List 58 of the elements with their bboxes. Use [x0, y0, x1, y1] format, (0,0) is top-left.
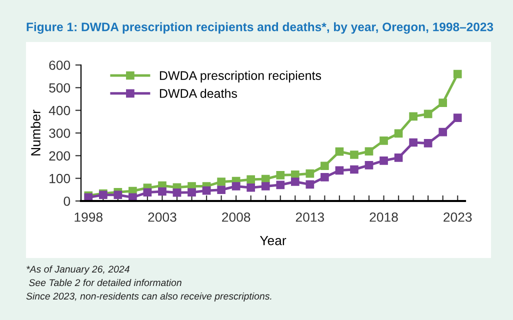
point: [143, 188, 152, 197]
x-tick-label: 2018: [370, 212, 398, 222]
point: [335, 147, 344, 156]
x-axis-title: Year: [260, 236, 286, 246]
point: [380, 136, 388, 145]
point: [276, 180, 285, 190]
point: [306, 169, 314, 178]
point: [364, 161, 374, 170]
point: [424, 110, 432, 118]
point: [232, 182, 240, 190]
y-tick-label: 200: [49, 151, 70, 161]
y-tick-label: 400: [48, 106, 70, 116]
x-tick-label: 2008: [222, 212, 250, 222]
legend-label: DWDA deaths: [160, 88, 238, 98]
legend-label: DWDA prescription recipients: [160, 70, 322, 82]
text: See Table 2 for detailed information: [28, 278, 182, 286]
point: [320, 173, 329, 182]
point: [202, 186, 211, 195]
y-axis-title: Number: [30, 110, 40, 156]
x-tick-label: 2023: [444, 212, 472, 222]
point: [394, 154, 403, 162]
point: [188, 188, 196, 197]
point: [409, 138, 418, 147]
point: [335, 166, 344, 175]
point: [380, 156, 388, 165]
x-tick-label: 1998: [74, 212, 102, 222]
point: [276, 170, 285, 180]
point: [438, 98, 448, 108]
point: [424, 139, 432, 148]
point: [306, 180, 314, 189]
point: [453, 114, 462, 122]
point: [453, 70, 462, 78]
point: [114, 190, 122, 200]
y-tick-label: 300: [49, 128, 70, 138]
point: [394, 129, 403, 138]
point: [246, 175, 256, 184]
x-tick-label: 2013: [296, 212, 324, 222]
point: [409, 112, 418, 121]
y-tick-label: 600: [49, 60, 70, 70]
point: [320, 162, 329, 170]
point: [172, 188, 182, 197]
point: [350, 150, 358, 159]
point: [364, 147, 374, 156]
chart-title: Figure 1: DWDA prescription recipients and deaths*, by year, Oregon, 1998–2023: [26, 22, 494, 34]
text: *As of January 26, 2024: [26, 265, 130, 275]
point: [217, 178, 226, 186]
point: [246, 183, 256, 192]
point: [290, 178, 300, 186]
y-tick-label: 0: [64, 196, 70, 206]
point: [217, 186, 226, 194]
point: [350, 165, 358, 174]
text: Since 2023, non-residents can also receive prescriptions.: [26, 292, 272, 302]
x-tick-label: 2003: [148, 212, 176, 222]
point: [261, 182, 270, 190]
y-tick-label: 500: [49, 83, 70, 93]
y-tick-label: 100: [50, 174, 70, 184]
point: [158, 187, 166, 196]
point: [438, 128, 448, 136]
